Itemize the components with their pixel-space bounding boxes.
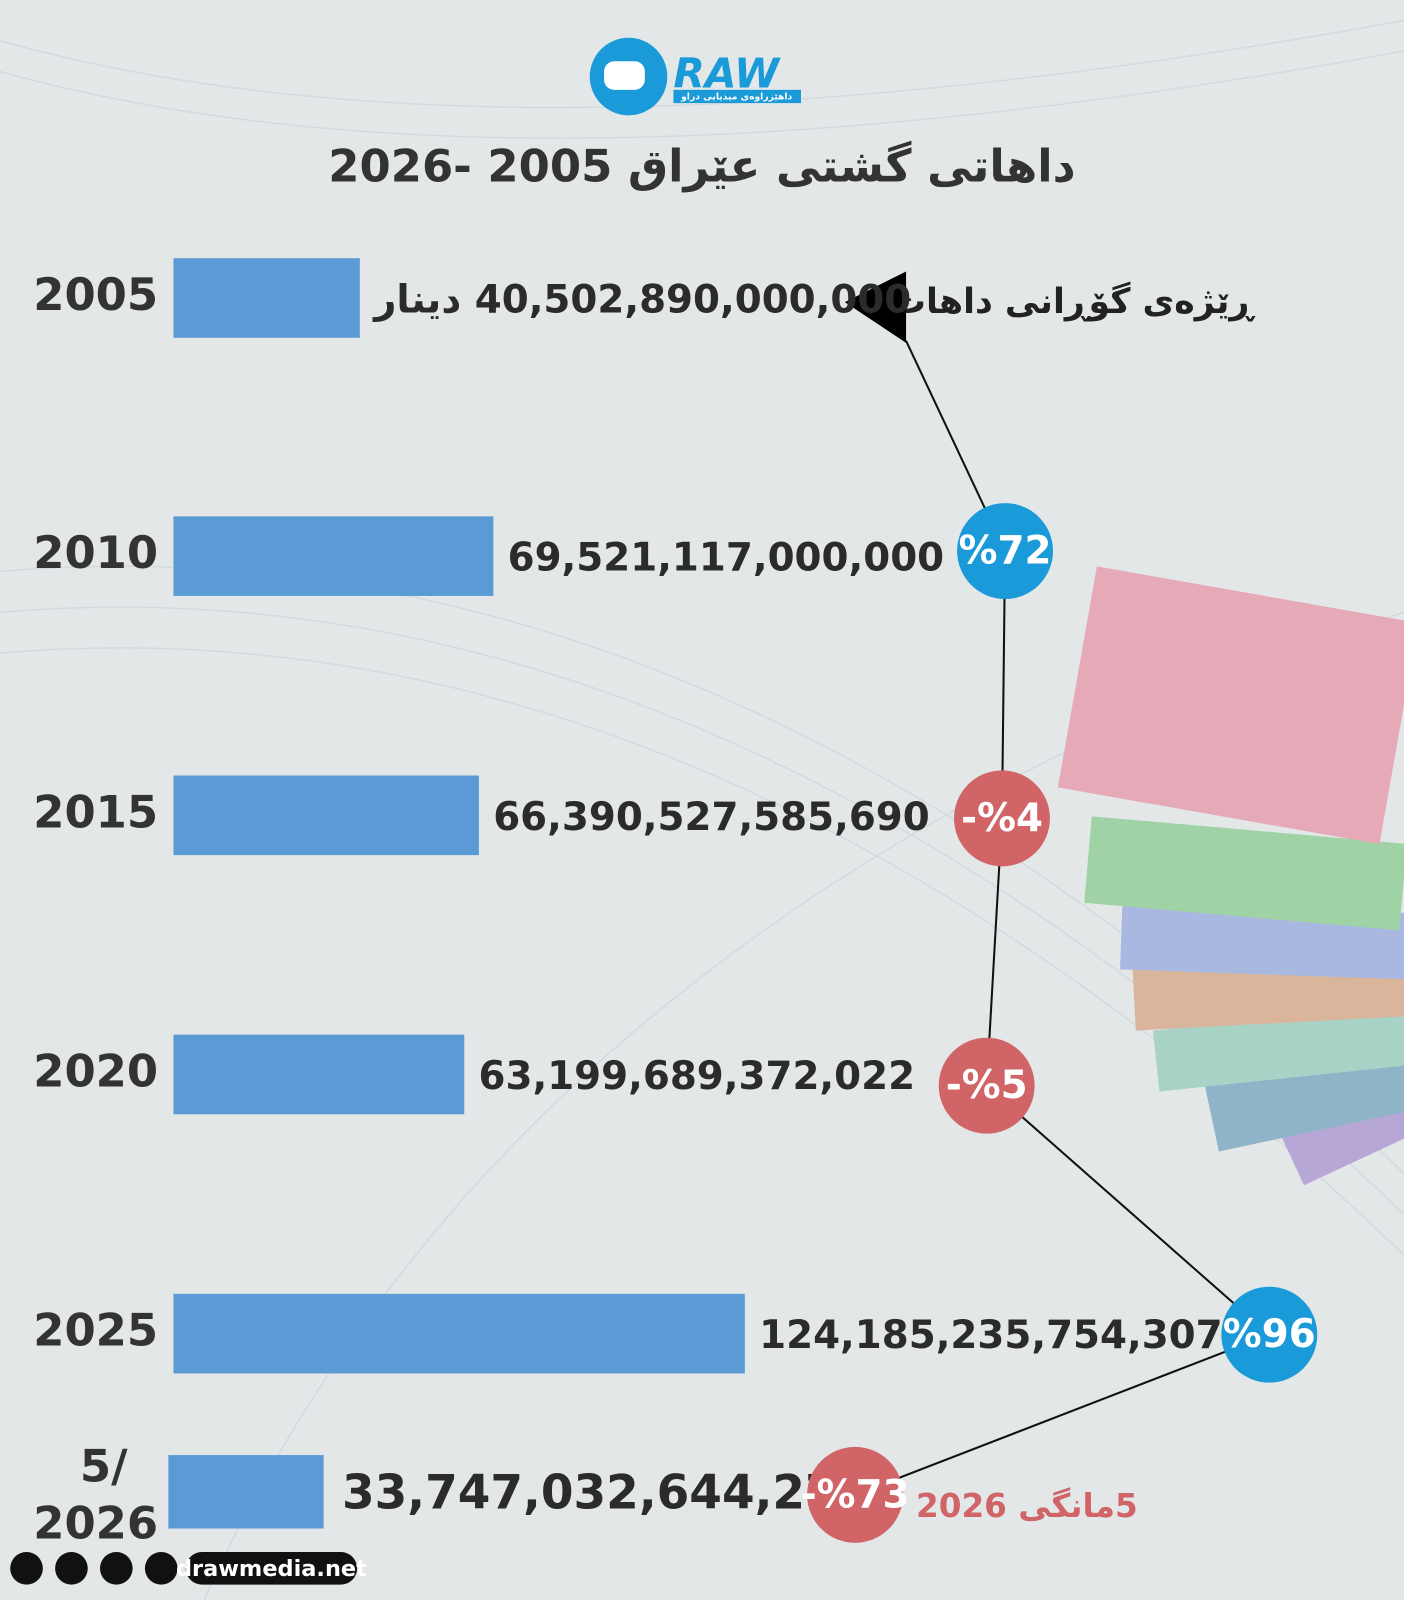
chart-title: داهاتی گشتی عێراق 2005 -2026 xyxy=(328,139,1075,192)
logo-subtitle: داهێزراوەی میدیایی دراو xyxy=(680,91,792,102)
footer: drawmedia.net xyxy=(176,1556,367,1582)
y-tick-label-part: 2026 xyxy=(33,1496,158,1549)
change-circle xyxy=(1221,1286,1318,1383)
change-label: %72 xyxy=(959,529,1052,574)
change-circle xyxy=(938,1037,1035,1134)
change-label: -%4 xyxy=(961,796,1043,841)
change-label: %96 xyxy=(1223,1312,1316,1357)
logo: RAW داهێزراوەی میدیایی دراو xyxy=(589,37,801,116)
y-tick-label: 5/2026 xyxy=(33,1439,158,1549)
y-tick-label: 2025 xyxy=(33,1304,158,1357)
y-tick-label: 2005 xyxy=(33,268,158,321)
bar xyxy=(173,775,479,856)
y-tick-label-part: 5/ xyxy=(80,1439,128,1492)
change-circle xyxy=(954,770,1050,867)
change-title: ڕێژەی گۆڕانی داهات xyxy=(891,281,1256,322)
y-tick-label: 2010 xyxy=(33,526,158,579)
bar xyxy=(173,1034,465,1115)
logo-text: RAW xyxy=(673,50,781,98)
value-label: 124,185,235,754,307 xyxy=(759,1313,1223,1358)
bar xyxy=(168,1455,324,1529)
change-label: -%73 xyxy=(801,1472,910,1517)
bar xyxy=(173,258,360,338)
value-label: 69,521,117,000,000 xyxy=(508,536,945,581)
value-label: 66,390,527,585,690 xyxy=(493,795,930,840)
arrow-head xyxy=(844,271,907,343)
change-label: -%5 xyxy=(946,1063,1028,1108)
value-label: 40,502,890,000,000 دینار xyxy=(372,278,911,323)
change-circle xyxy=(957,503,1053,599)
value-label: 33,747,032,644,273 xyxy=(342,1465,870,1520)
bar xyxy=(173,516,494,596)
bar xyxy=(173,1293,745,1374)
banknotes xyxy=(1057,566,1404,1186)
value-label: 63,199,689,372,022 xyxy=(479,1054,916,1099)
y-tick-label: 2015 xyxy=(33,785,158,838)
change-circle xyxy=(807,1446,904,1543)
y-tick-label: 2020 xyxy=(33,1044,158,1097)
note: 5مانگی 2026 xyxy=(916,1487,1138,1525)
social-icons xyxy=(10,1551,358,1585)
